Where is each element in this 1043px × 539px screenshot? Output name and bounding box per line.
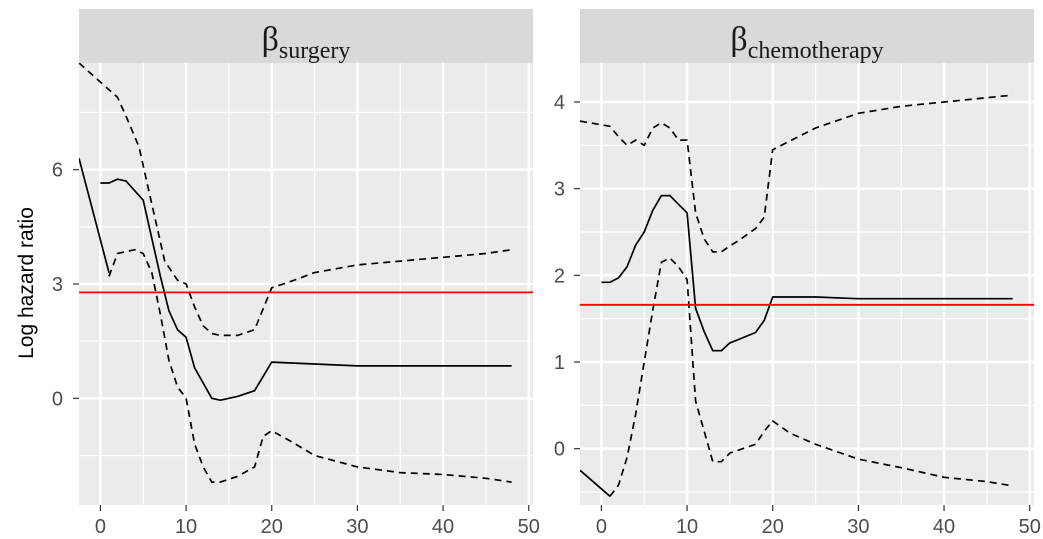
x-tick-label: 0 xyxy=(596,516,607,538)
panel-title-chemotherapy: βchemotherapy xyxy=(730,21,883,64)
x-tick-label: 10 xyxy=(676,516,698,538)
series-estimate-line xyxy=(100,178,512,402)
series-lower-line xyxy=(108,248,512,483)
y-tick-label: 3 xyxy=(554,179,565,201)
y-tick-label: 0 xyxy=(554,439,565,461)
panel-chemotherapy: βchemotherapy 0 10 20 30 40 50 0 1 2 3 4 xyxy=(554,9,1041,538)
x-tick-label: 0 xyxy=(95,516,106,538)
series-upper-line xyxy=(79,63,512,337)
panel-title-subscript: chemotherapy xyxy=(748,38,884,64)
panel-title-symbol: β xyxy=(262,21,279,58)
series-estimate-line xyxy=(79,158,110,273)
x-tick-label: 10 xyxy=(175,516,197,538)
x-tick-label: 30 xyxy=(847,516,869,538)
y-axis-label: Log hazard ratio xyxy=(15,207,38,359)
x-tick-label: 50 xyxy=(518,516,540,538)
panel-title-subscript: surgery xyxy=(279,38,351,64)
series-estimate-line xyxy=(580,469,611,497)
series-lines xyxy=(79,63,512,483)
y-tick-label: 0 xyxy=(52,388,63,410)
series-lines xyxy=(580,94,1013,497)
y-tick-label: 4 xyxy=(554,92,565,114)
panel-title-surgery: βsurgery xyxy=(262,21,351,64)
gridlines xyxy=(79,63,533,505)
x-tick-label: 40 xyxy=(432,516,454,538)
y-tick-label: 3 xyxy=(52,274,63,296)
series-upper-line xyxy=(580,94,1013,253)
x-tick-label: 20 xyxy=(762,516,784,538)
strip-chemotherapy xyxy=(580,9,1034,63)
strip-surgery xyxy=(79,9,533,63)
panel-background xyxy=(580,63,1034,505)
x-tick-label: 20 xyxy=(261,516,283,538)
x-tick-label: 30 xyxy=(346,516,368,538)
series-estimate-line xyxy=(601,194,1013,352)
panel-title-symbol: β xyxy=(730,21,747,58)
panel-surgery: βsurgery 0 10 20 30 40 50 0 3 6 xyxy=(52,9,540,538)
y-tick-label: 2 xyxy=(554,265,565,287)
x-tick-label: 40 xyxy=(933,516,955,538)
y-tick-label: 1 xyxy=(554,352,565,374)
gridlines xyxy=(580,63,1034,505)
x-tick-label: 50 xyxy=(1019,516,1041,538)
y-tick-label: 6 xyxy=(52,160,63,182)
